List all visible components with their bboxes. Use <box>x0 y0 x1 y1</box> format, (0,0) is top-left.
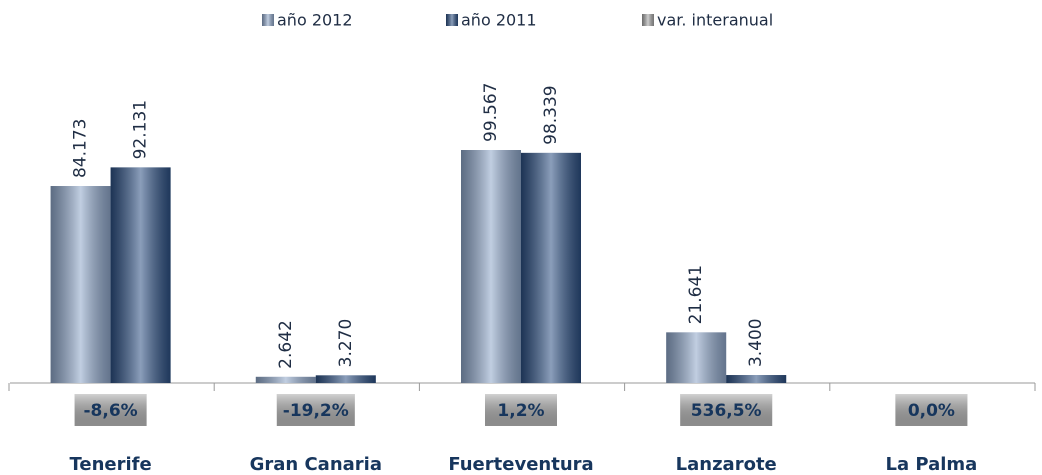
variation-box-shine <box>680 394 773 426</box>
x-tick-label: Fuerteventura <box>448 454 593 475</box>
x-tick-label: Lanzarote <box>676 454 777 475</box>
legend-swatch-shine <box>642 14 654 26</box>
legend-label: año 2011 <box>461 11 537 30</box>
variation-label: -8,6% <box>83 401 137 421</box>
variation-label: -19,2% <box>283 401 349 421</box>
legend-swatch-shine <box>446 14 458 26</box>
bar-shine <box>50 186 111 383</box>
bar-shine <box>521 152 581 383</box>
bar-shine <box>666 332 727 383</box>
legend-label: var. interanual <box>657 11 773 30</box>
variation-box-shine <box>276 394 355 426</box>
variation-label: 0,0% <box>908 401 955 421</box>
value-label: 21.641 <box>686 265 706 324</box>
bar-shine <box>726 375 787 383</box>
variation-label: 1,2% <box>497 401 544 421</box>
variation-box-shine <box>485 394 557 426</box>
value-label: 92.131 <box>131 100 151 159</box>
legend-label: año 2012 <box>277 11 353 30</box>
legend-swatch-shine <box>262 14 274 26</box>
x-tick-label: La Palma <box>885 454 977 475</box>
value-label: 98.339 <box>541 85 561 144</box>
bar-shine <box>110 167 171 383</box>
bar-shine <box>461 150 521 383</box>
bar-shine <box>255 376 316 383</box>
x-tick-label: Gran Canaria <box>250 454 382 475</box>
value-label: 84.173 <box>71 119 91 178</box>
bar-shine <box>315 375 376 383</box>
x-tick-label: Tenerife <box>69 454 151 475</box>
value-label: 3.400 <box>746 318 766 367</box>
variation-box-shine <box>74 394 147 426</box>
value-label: 99.567 <box>481 83 501 142</box>
variation-label: 536,5% <box>691 401 762 421</box>
value-label: 2.642 <box>276 320 296 369</box>
variation-box-shine <box>895 394 968 426</box>
value-label: 3.270 <box>336 319 356 368</box>
